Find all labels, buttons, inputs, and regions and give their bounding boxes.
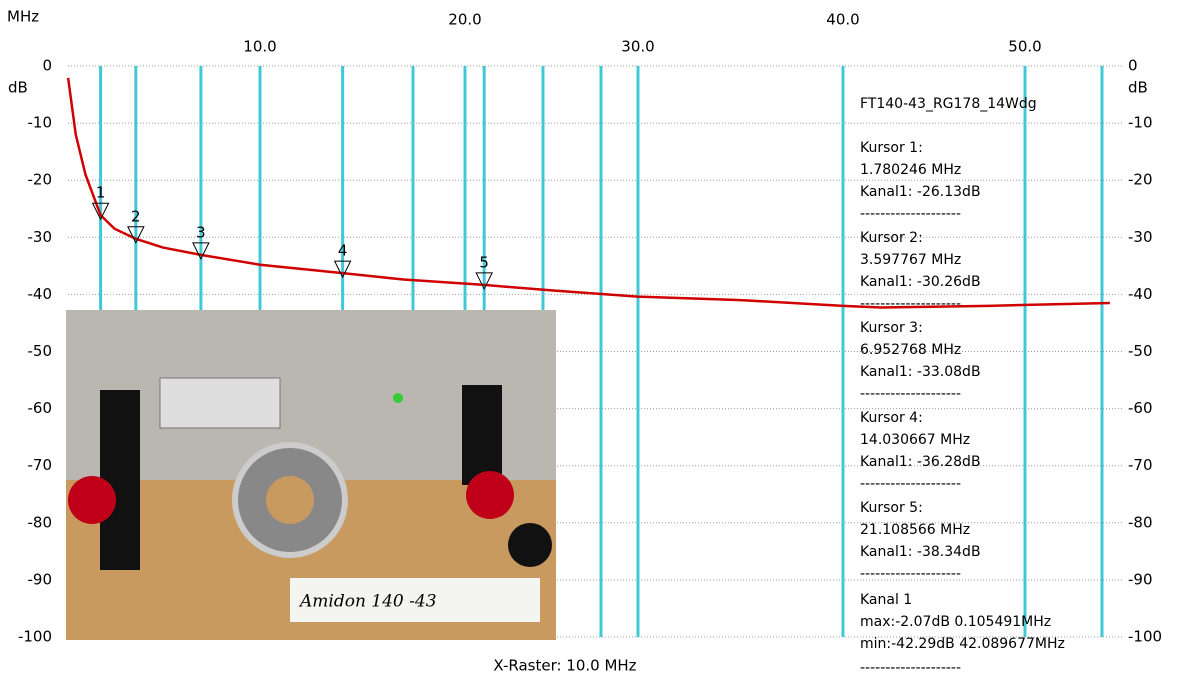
terminal-red: [68, 476, 116, 524]
y-tick-label: -20: [28, 171, 53, 189]
y-tick-label: -30: [28, 228, 53, 246]
cursor-name: Kursor 2:: [860, 230, 923, 246]
terminal: [462, 385, 502, 485]
cursor-number: 4: [338, 242, 348, 260]
x-tick-label: 30.0: [621, 38, 654, 56]
x-tick-label: 50.0: [1008, 38, 1041, 56]
x-tick-label: 40.0: [826, 11, 859, 29]
terminal: [100, 390, 140, 570]
separator: --------------------: [860, 386, 961, 402]
y-tick-label: 0: [42, 57, 52, 75]
led: [393, 393, 403, 403]
photo: Amidon 140 -43: [66, 310, 556, 640]
y-tick-label: -10: [1128, 114, 1153, 132]
cursor-number: 3: [196, 223, 206, 241]
y-tick-label: -20: [1128, 171, 1153, 189]
cursor-name: Kursor 5:: [860, 500, 923, 516]
y-tick-label: -100: [1128, 628, 1162, 646]
y-tick-label: -30: [1128, 228, 1153, 246]
summary-min: min:-42.29dB 42.089677MHz: [860, 636, 1065, 652]
toroid-hole: [266, 476, 314, 524]
y-tick-label: -70: [28, 456, 53, 474]
separator: --------------------: [860, 296, 961, 312]
y-tick-label: -50: [1128, 342, 1153, 360]
y-unit: dB: [1128, 79, 1148, 97]
cursor-level: Kanal1: -33.08dB: [860, 364, 981, 380]
y-tick-label: -80: [1128, 513, 1153, 531]
cursor-level: Kanal1: -36.28dB: [860, 454, 981, 470]
x-tick-label: 10.0: [243, 38, 276, 56]
y-tick-label: 0: [1128, 57, 1138, 75]
chart: MHz dB dB X-Raster: 10.0 MHz 0 0 -10 -10 -20…: [0, 0, 1178, 679]
cursor-name: Kursor 1:: [860, 140, 923, 156]
cursor-level: Kanal1: -30.26dB: [860, 274, 981, 290]
y-tick-label: -40: [28, 285, 53, 303]
cursor-freq: 3.597767 MHz: [860, 252, 961, 268]
terminal: [508, 523, 552, 567]
separator: --------------------: [860, 206, 961, 222]
trace-name: FT140-43_RG178_14Wdg: [860, 96, 1037, 112]
cursor-level: Kanal1: -38.34dB: [860, 544, 981, 560]
y-tick-label: -50: [28, 342, 53, 360]
separator: --------------------: [860, 566, 961, 582]
y-tick-label: -90: [28, 570, 53, 588]
x-axis-label: X-Raster: 10.0 MHz: [493, 657, 636, 675]
y-unit: dB: [8, 79, 28, 97]
y-tick-label: -40: [1128, 285, 1153, 303]
cursor-level: Kanal1: -26.13dB: [860, 184, 981, 200]
terminal-red: [466, 471, 514, 519]
photo-caption: Amidon 140 -43: [298, 592, 437, 612]
cursor-number: 1: [96, 184, 106, 202]
cursor-panel: FT140-43_RG178_14Wdg Kursor 1: 1.780246 M…: [860, 96, 1065, 676]
y-tick-label: -60: [1128, 399, 1153, 417]
y-tick-label: -90: [1128, 570, 1153, 588]
summary-name: Kanal 1: [860, 592, 912, 608]
y-tick-label: -10: [28, 114, 53, 132]
y-tick-label: -70: [1128, 456, 1153, 474]
separator: --------------------: [860, 660, 961, 676]
cursor-freq: 1.780246 MHz: [860, 162, 961, 178]
cursor-name: Kursor 4:: [860, 410, 923, 426]
cursor-freq: 14.030667 MHz: [860, 432, 970, 448]
cursor-name: Kursor 3:: [860, 320, 923, 336]
x-tick-label: 20.0: [448, 11, 481, 29]
cursor-number: 2: [131, 207, 141, 225]
cursor-number: 5: [479, 253, 489, 271]
y-tick-label: -100: [18, 628, 52, 646]
summary-max: max:-2.07dB 0.105491MHz: [860, 614, 1051, 630]
x-unit: MHz: [7, 8, 39, 26]
cursor-freq: 6.952768 MHz: [860, 342, 961, 358]
label-plate: [160, 378, 280, 428]
y-tick-label: -60: [28, 399, 53, 417]
y-tick-label: -80: [28, 513, 53, 531]
separator: --------------------: [860, 476, 961, 492]
cursor-freq: 21.108566 MHz: [860, 522, 970, 538]
